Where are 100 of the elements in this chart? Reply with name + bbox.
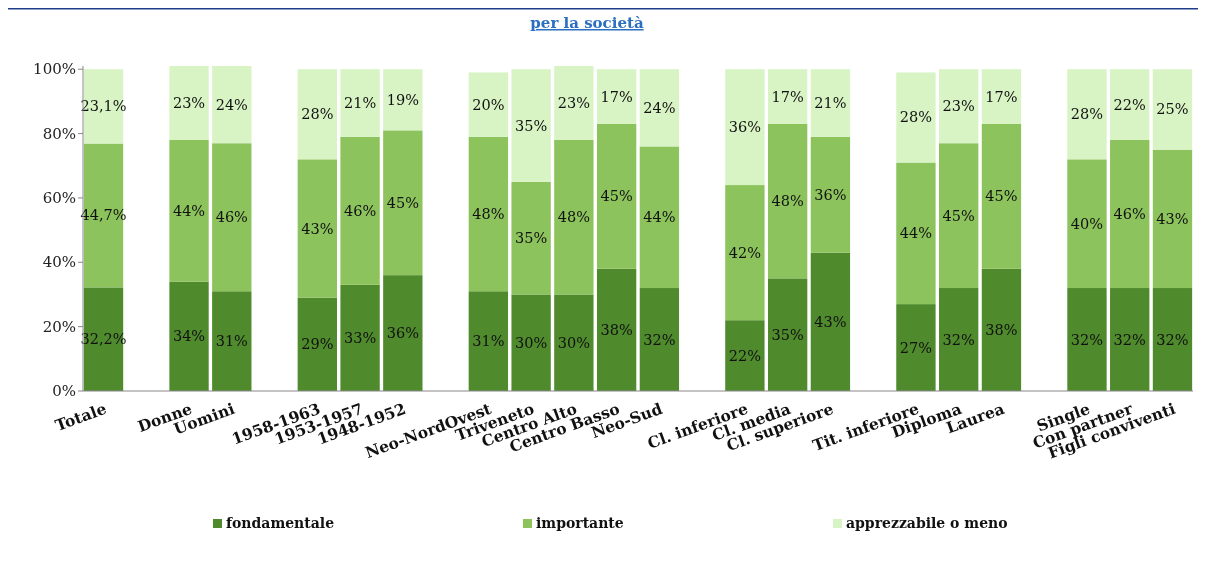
bar	[981, 268, 1022, 391]
bar	[896, 162, 936, 305]
y-tick-label: 20%	[42, 317, 76, 336]
data-label: 45%	[386, 194, 419, 211]
data-label: 43%	[301, 220, 334, 237]
data-label: 23%	[172, 95, 206, 111]
chart-title: per la società	[530, 14, 644, 32]
data-label: 22%	[1113, 96, 1146, 113]
legend-label: fondamentale	[226, 515, 335, 531]
bar	[169, 140, 209, 282]
data-label: 42%	[728, 244, 762, 261]
bar	[725, 185, 765, 321]
bar	[554, 66, 594, 141]
bar	[639, 288, 680, 391]
bar	[83, 143, 124, 288]
data-label: 23%	[557, 95, 590, 111]
y-tick-label: 80%	[42, 124, 76, 143]
bar	[169, 66, 209, 141]
data-label: 43%	[1156, 210, 1189, 227]
data-label: 32%	[942, 331, 975, 348]
data-label: 30%	[514, 334, 548, 351]
bar	[896, 72, 936, 163]
data-label: 34%	[172, 328, 206, 345]
data-label: 36%	[386, 325, 419, 342]
bar	[639, 146, 680, 289]
bar	[896, 304, 936, 391]
bar	[383, 130, 423, 276]
x-tick-label: Totale	[52, 398, 110, 435]
y-tick-label: 40%	[42, 253, 76, 272]
bar	[725, 320, 765, 391]
bar	[1152, 69, 1193, 150]
bar	[511, 69, 551, 182]
bar	[297, 69, 337, 160]
data-label: 48%	[472, 206, 505, 223]
bar	[212, 66, 252, 144]
bar	[1110, 288, 1150, 391]
data-label: 35%	[514, 117, 548, 134]
bar	[596, 69, 637, 124]
bar	[511, 181, 551, 295]
bar	[297, 297, 337, 391]
data-label: 45%	[942, 207, 975, 224]
data-label: 38%	[985, 321, 1018, 338]
bar	[1152, 288, 1193, 391]
data-label: 17%	[600, 88, 633, 105]
bar	[340, 69, 380, 137]
data-label: 17%	[771, 88, 804, 105]
data-label: 31%	[472, 333, 505, 350]
data-label: 46%	[343, 202, 377, 219]
data-label: 48%	[771, 193, 804, 210]
bar	[1067, 159, 1107, 289]
bar	[1067, 69, 1107, 160]
data-label: 23,1%	[80, 98, 127, 115]
data-label: 29%	[301, 336, 334, 353]
bar	[939, 143, 979, 289]
data-label: 25%	[1156, 101, 1189, 118]
bar	[1067, 288, 1107, 391]
bar	[981, 69, 1022, 124]
bar	[169, 281, 209, 391]
data-label: 36%	[814, 186, 847, 203]
data-label: 46%	[1113, 206, 1146, 223]
data-label: 32%	[643, 331, 676, 348]
data-label: 17%	[985, 88, 1018, 105]
data-label: 45%	[600, 188, 633, 205]
y-tick-label: 0%	[52, 382, 76, 400]
data-label: 44%	[172, 202, 206, 219]
bar	[212, 291, 252, 391]
data-label: 32%	[1113, 331, 1146, 348]
bar	[297, 159, 337, 298]
data-label: 44%	[899, 225, 933, 242]
data-label: 24%	[643, 99, 676, 116]
y-tick-label: 100%	[33, 60, 76, 79]
data-label: 43%	[814, 313, 847, 330]
data-label: 33%	[343, 329, 377, 346]
bar	[511, 294, 551, 391]
data-label: 36%	[728, 119, 762, 136]
bar	[1110, 69, 1150, 141]
bar	[340, 284, 380, 391]
bar	[1152, 149, 1193, 289]
bar	[596, 123, 637, 269]
bar	[767, 278, 808, 391]
bar	[554, 140, 594, 295]
data-label: 19%	[386, 91, 419, 108]
bar	[1110, 140, 1150, 289]
data-label: 46%	[215, 209, 248, 226]
data-label: 31%	[215, 333, 248, 350]
bar	[725, 69, 765, 186]
bar	[767, 69, 808, 124]
bar	[468, 72, 509, 137]
bar	[554, 294, 594, 391]
data-label: 35%	[771, 326, 804, 343]
data-label: 22%	[728, 347, 762, 364]
bar	[639, 69, 680, 147]
data-label: 38%	[600, 321, 633, 338]
legend-label: importante	[536, 515, 624, 531]
data-label: 28%	[899, 109, 933, 126]
data-label: 21%	[343, 95, 377, 111]
bar	[939, 69, 979, 144]
legend-label: apprezzabile o meno	[846, 515, 1008, 531]
data-label: 27%	[899, 339, 933, 356]
bar	[939, 288, 979, 391]
